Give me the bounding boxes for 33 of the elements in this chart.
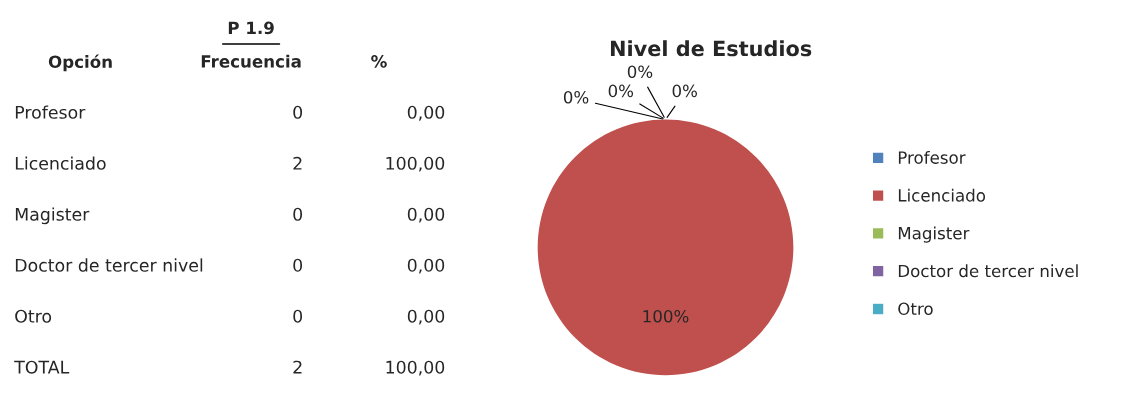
data-label: 100% [643, 309, 689, 323]
text: 0,00 [407, 105, 445, 121]
text: 2 [293, 360, 302, 374]
legend-label: Profesor [898, 150, 966, 164]
chart-title: Nivel de Estudios [610, 40, 812, 57]
text: 100,00 [386, 360, 445, 376]
text: Licenciado [15, 156, 106, 170]
text: 0% [563, 90, 589, 104]
text: 0% [672, 84, 697, 98]
text: 0,00 [407, 258, 445, 274]
text: 0 [293, 309, 303, 323]
text: P 1.9 [228, 21, 274, 35]
text: Otro [15, 309, 52, 323]
text: Doctor de tercer nivel [15, 258, 203, 272]
legend-label: Otro [898, 302, 933, 316]
text: 0 [293, 105, 303, 119]
text: 100,00 [386, 156, 445, 172]
legend-label: Magister [898, 226, 970, 243]
text: Profesor [15, 105, 86, 119]
text: 0 [293, 207, 303, 221]
text: 0 [293, 258, 303, 272]
text: Opción [48, 54, 112, 72]
legend-label: Doctor de tercer nivel [898, 264, 1078, 278]
text: 0% [627, 65, 653, 78]
text: Frecuencia [201, 54, 301, 68]
text: % [371, 55, 387, 68]
text: Magister [15, 207, 90, 225]
text: 2 [293, 156, 302, 170]
text: 0,00 [407, 309, 445, 325]
text: 0,00 [407, 207, 445, 223]
text: TOTAL [14, 360, 70, 374]
legend-label: Licenciado [898, 188, 986, 202]
text: 0% [608, 84, 634, 98]
